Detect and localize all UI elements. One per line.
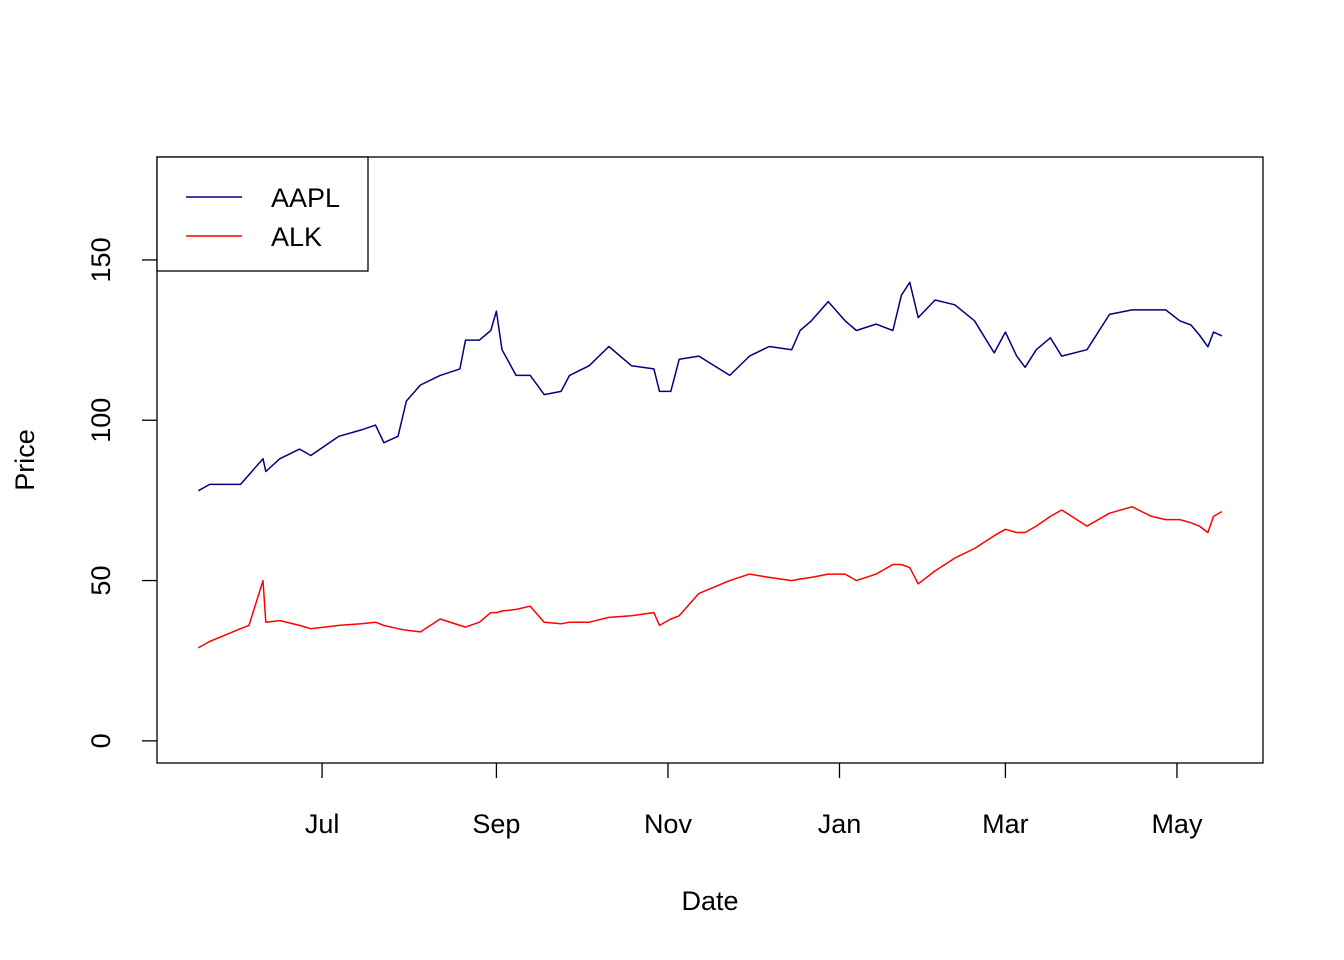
x-tick-label: Jan xyxy=(818,809,862,839)
y-axis-label: Price xyxy=(10,429,40,491)
y-tick-label: 0 xyxy=(86,733,116,748)
legend-label: ALK xyxy=(271,222,322,252)
y-tick-label: 150 xyxy=(86,237,116,282)
legend-label: AAPL xyxy=(271,183,340,213)
x-tick-label: Nov xyxy=(644,809,693,839)
series-line xyxy=(197,506,1223,649)
x-tick-label: Sep xyxy=(472,809,520,839)
y-tick-label: 100 xyxy=(86,398,116,443)
x-tick-label: Mar xyxy=(982,809,1029,839)
plot-frame xyxy=(156,156,1264,764)
series-line xyxy=(197,281,1223,492)
x-axis-label: Date xyxy=(681,886,738,916)
legend-box xyxy=(156,156,369,272)
x-tick-label: May xyxy=(1151,809,1203,839)
y-tick-label: 50 xyxy=(86,566,116,596)
x-tick-label: Jul xyxy=(305,809,340,839)
